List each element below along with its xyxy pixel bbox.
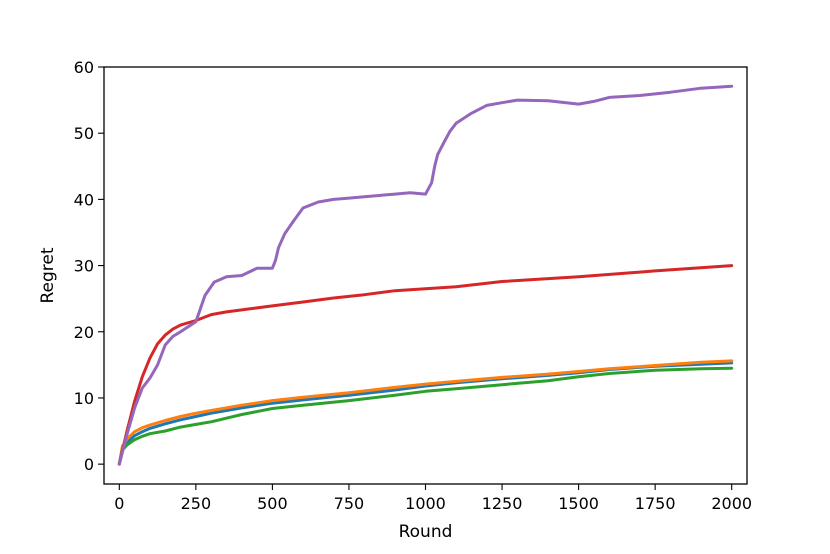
x-axis-label: Round bbox=[399, 522, 453, 542]
series-line-5 bbox=[117, 84, 734, 466]
x-axis-ticks: 0 250 500 750 1000 1250 1500 1750 2000 bbox=[114, 484, 752, 513]
x-tick-label: 1750 bbox=[635, 494, 676, 513]
series-layer bbox=[117, 84, 734, 466]
x-tick-label: 0 bbox=[114, 494, 124, 513]
series-line-4 bbox=[117, 264, 734, 466]
x-tick-label: 1000 bbox=[405, 494, 446, 513]
y-tick-label: 30 bbox=[74, 257, 94, 276]
series-line-2 bbox=[117, 359, 734, 466]
plot-frame bbox=[103, 66, 748, 485]
x-tick-label: 750 bbox=[334, 494, 365, 513]
y-axis-label: Regret bbox=[38, 247, 58, 303]
y-axis-ticks: 0 10 20 30 40 50 60 bbox=[74, 58, 104, 474]
x-tick-label: 1250 bbox=[482, 494, 523, 513]
series-line-3 bbox=[117, 366, 734, 466]
x-tick-label: 250 bbox=[181, 494, 212, 513]
x-tick-label: 500 bbox=[257, 494, 288, 513]
y-tick-label: 0 bbox=[84, 455, 94, 474]
x-tick-label: 2000 bbox=[711, 494, 752, 513]
y-tick-label: 40 bbox=[74, 190, 94, 209]
x-tick-label: 1500 bbox=[558, 494, 599, 513]
y-tick-label: 20 bbox=[74, 323, 94, 342]
y-tick-label: 50 bbox=[74, 124, 94, 143]
plot-area bbox=[103, 66, 748, 485]
y-tick-label: 60 bbox=[74, 58, 94, 77]
y-tick-label: 10 bbox=[74, 389, 94, 408]
